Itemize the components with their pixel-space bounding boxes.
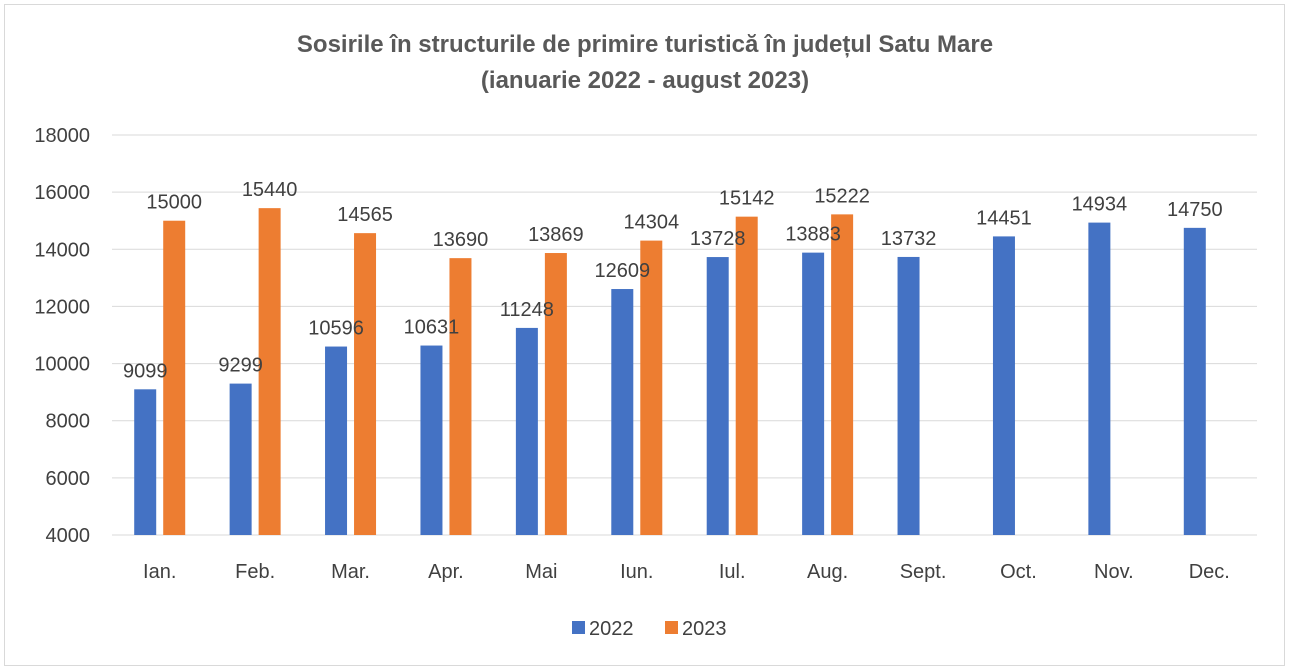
grid-lines	[112, 134, 1257, 536]
x-category-label: Oct.	[1000, 561, 1037, 583]
y-tick-label: 10000	[34, 354, 90, 376]
bars	[134, 208, 1206, 535]
data-label-2022: 10631	[404, 317, 460, 339]
bar-2022	[1183, 227, 1206, 535]
data-label-2022: 11248	[500, 299, 554, 321]
x-category-label: Feb.	[235, 561, 275, 583]
data-label-2022: 13883	[785, 224, 841, 246]
x-category-label: Iul.	[719, 561, 746, 583]
x-category-label: Nov.	[1094, 561, 1134, 583]
bar-2022	[611, 289, 634, 535]
x-category-label: Dec.	[1189, 561, 1230, 583]
x-category-label: Sept.	[900, 561, 947, 583]
data-label-2023: 14565	[337, 204, 393, 226]
bar-2022	[802, 252, 825, 535]
data-label-2023: 13869	[528, 224, 584, 246]
x-category-label: Mar.	[331, 561, 370, 583]
data-label-2022: 14750	[1167, 199, 1223, 221]
y-tick-label: 4000	[46, 525, 91, 547]
bar-2023	[163, 220, 186, 535]
x-axis: Ian. Feb. Mar. Apr. Mai Iun. Iul. Aug. Sept. Oct.…	[143, 561, 1230, 583]
bar-2022	[229, 383, 252, 535]
bar-2022	[897, 256, 920, 535]
data-label-2022: 9099	[123, 360, 168, 382]
legend-label-2022: 2022	[589, 618, 634, 640]
legend-swatch-2023	[665, 621, 678, 634]
x-category-label: Apr.	[428, 561, 464, 583]
data-label-2023: 14304	[623, 212, 679, 234]
bar-2023	[258, 208, 281, 535]
x-category-label: Ian.	[143, 561, 176, 583]
bar-2022	[992, 236, 1015, 535]
y-tick-label: 12000	[34, 296, 90, 318]
data-labels: 9099 15000 9299 15440 10596 14565 10631 13690 11…	[123, 179, 1223, 382]
data-label-2023: 15000	[146, 192, 202, 214]
bar-2023	[640, 240, 663, 535]
bar-2022	[515, 327, 538, 535]
chart-title: Sosirile în structurile de primire turis…	[297, 31, 993, 58]
y-tick-label: 14000	[34, 239, 90, 261]
bar-2022	[1088, 222, 1111, 535]
y-tick-label: 18000	[34, 125, 90, 147]
bar-2023	[831, 214, 854, 535]
y-tick-label: 8000	[46, 411, 91, 433]
data-label-2023: 15222	[814, 185, 870, 207]
y-axis: 4000 6000 8000 10000 12000 14000 16000 18000	[34, 125, 90, 547]
bar-2023	[449, 258, 472, 535]
data-label-2022: 14451	[976, 207, 1032, 229]
y-tick-label: 6000	[46, 468, 91, 490]
bar-2023	[735, 216, 758, 535]
data-label-2022: 9299	[218, 355, 263, 377]
data-label-2023: 13690	[433, 229, 489, 251]
x-category-label: Iun.	[620, 561, 653, 583]
bar-2023	[544, 253, 567, 535]
data-label-2022: 10596	[308, 318, 364, 340]
chart-subtitle: (ianuarie 2022 - august 2023)	[481, 67, 809, 94]
legend: 2022 2023	[572, 618, 727, 640]
bar-2023	[354, 233, 377, 535]
bar-2022	[706, 257, 729, 535]
legend-swatch-2022	[572, 621, 585, 634]
y-tick-label: 16000	[34, 182, 90, 204]
data-label-2022: 13732	[881, 228, 937, 250]
bar-2022	[325, 346, 348, 535]
bar-2022	[420, 345, 443, 535]
data-label-2022: 13728	[690, 228, 746, 250]
x-category-label: Mai	[525, 561, 557, 583]
data-label-2022: 12609	[594, 260, 650, 282]
data-label-2023: 15142	[719, 188, 775, 210]
x-category-label: Aug.	[807, 561, 848, 583]
data-label-2022: 14934	[1072, 194, 1128, 216]
data-label-2023: 15440	[242, 179, 298, 201]
bar-2022	[134, 389, 157, 535]
legend-label-2023: 2023	[682, 618, 727, 640]
